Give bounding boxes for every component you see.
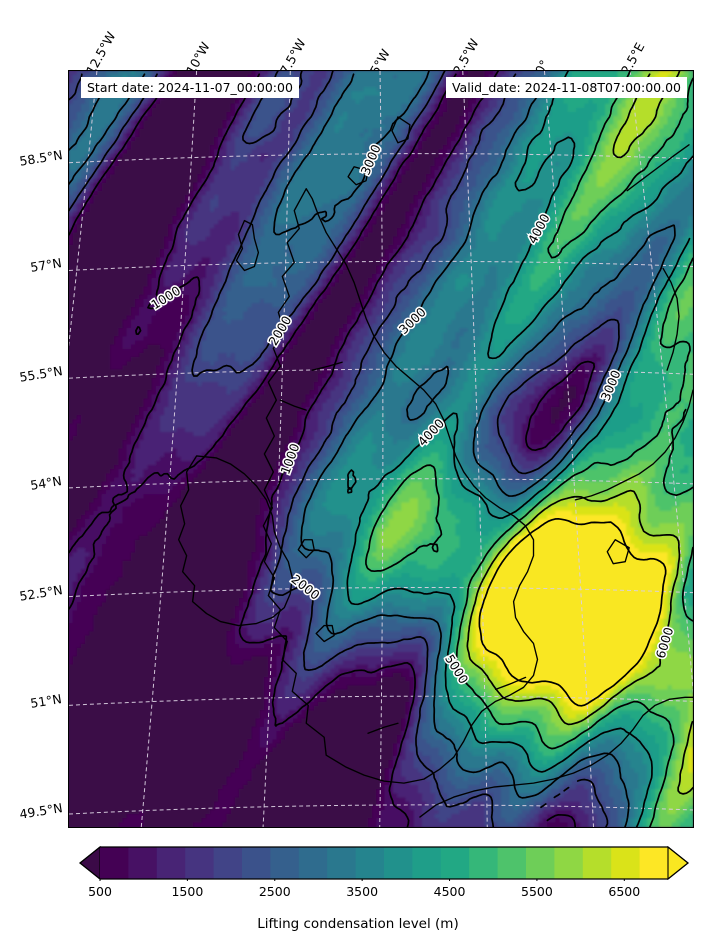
- coastline-12: [494, 676, 527, 691]
- coastline-15: [279, 399, 307, 411]
- coastline-7: [419, 696, 693, 818]
- colorbar-tick-6: 6500: [608, 884, 641, 899]
- start-date-label: Start date: 2024-11-07_00:00:00: [81, 77, 299, 98]
- coastline-6: [315, 624, 335, 643]
- colorbar[interactable]: [78, 845, 690, 881]
- map-axes[interactable]: 4000 3000 1000 2000 5000 2000 4000 3000 6000 1000…: [68, 70, 694, 828]
- graticule-parallel-4: [69, 586, 693, 598]
- colorbar-tick-4: 4500: [433, 884, 466, 899]
- colorbar-tick-5: 5500: [521, 884, 553, 899]
- lat-tick-6: 49.5°N: [17, 800, 64, 822]
- colorbar-tick-2: 2500: [258, 884, 291, 899]
- lcl-contour-map: 4000300010002000500020004000300060001000…: [69, 71, 693, 827]
- graticule-meridian-1: [140, 71, 198, 827]
- lat-tick-2: 55.5°N: [17, 363, 64, 385]
- graticule-parallel-3: [69, 478, 693, 489]
- valid-date-label: Valid_date: 2024-11-08T07:00:00.00: [445, 77, 687, 98]
- colorbar-gradient: [79, 845, 689, 881]
- colorbar-tick-0: 500: [88, 884, 112, 899]
- coastline-9: [662, 267, 680, 371]
- colorbar-axis-label: Lifting condensation level (m): [257, 916, 459, 932]
- lat-tick-5: 51°N: [29, 691, 64, 711]
- graticule-meridian-2: [262, 71, 291, 827]
- graticule-meridian-0: [69, 71, 98, 348]
- graticule-parallel-2: [69, 368, 693, 379]
- coastline-0: [262, 188, 539, 784]
- coastline-4: [391, 116, 411, 144]
- coastline-1: [177, 455, 293, 627]
- lat-tick-4: 52.5°N: [17, 582, 64, 604]
- graticule-parallel-0: [69, 153, 693, 164]
- coastline-2: [235, 219, 260, 272]
- colorbar-tick-3: 3500: [346, 884, 379, 899]
- coastline-13: [367, 722, 399, 734]
- graticule-parallel-5: [69, 695, 693, 706]
- graticule-parallel-1: [69, 260, 693, 271]
- coastline-10: [626, 144, 690, 192]
- coastline-5: [297, 539, 315, 559]
- lat-tick-3: 54°N: [29, 473, 64, 493]
- colorbar-tick-labels: 500 1500 2500 3500 4500 5500 6500: [78, 884, 690, 902]
- coastline-8: [574, 389, 693, 501]
- coastline-14: [311, 361, 343, 371]
- graticule-parallel-6: [69, 804, 693, 815]
- colorbar-tick-1: 1500: [171, 884, 204, 899]
- graticule-meridian-4: [462, 71, 488, 827]
- lat-tick-0: 58.5°N: [17, 147, 64, 169]
- lat-tick-1: 57°N: [29, 255, 64, 275]
